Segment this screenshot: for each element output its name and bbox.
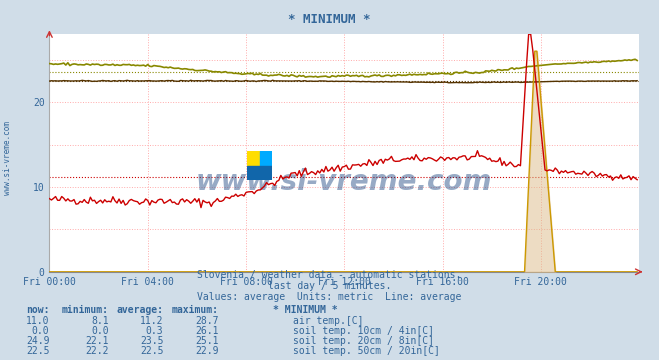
Text: 0.0: 0.0: [32, 326, 49, 336]
Text: www.si-vreme.com: www.si-vreme.com: [196, 167, 492, 195]
Text: 22.9: 22.9: [195, 346, 219, 356]
Text: 0.0: 0.0: [91, 326, 109, 336]
Text: 0.3: 0.3: [146, 326, 163, 336]
Bar: [247, 151, 260, 166]
Text: 22.2: 22.2: [85, 346, 109, 356]
Text: maximum:: maximum:: [172, 305, 219, 315]
Bar: [247, 166, 272, 180]
Text: Values: average  Units: metric  Line: average: Values: average Units: metric Line: aver…: [197, 292, 462, 302]
Text: now:: now:: [26, 305, 49, 315]
Text: 25.1: 25.1: [195, 336, 219, 346]
Text: average:: average:: [117, 305, 163, 315]
Text: soil temp. 50cm / 20in[C]: soil temp. 50cm / 20in[C]: [293, 346, 440, 356]
Text: 11.0: 11.0: [26, 316, 49, 326]
Text: 22.1: 22.1: [85, 336, 109, 346]
Text: soil temp. 20cm / 8in[C]: soil temp. 20cm / 8in[C]: [293, 336, 434, 346]
Text: * MINIMUM *: * MINIMUM *: [288, 13, 371, 26]
Text: 26.1: 26.1: [195, 326, 219, 336]
Text: 8.1: 8.1: [91, 316, 109, 326]
Text: 22.5: 22.5: [26, 346, 49, 356]
Text: air temp.[C]: air temp.[C]: [293, 316, 364, 326]
Text: last day / 5 minutes.: last day / 5 minutes.: [268, 281, 391, 291]
Text: Slovenia / weather data - automatic stations.: Slovenia / weather data - automatic stat…: [197, 270, 462, 280]
Text: 11.2: 11.2: [140, 316, 163, 326]
Text: 24.9: 24.9: [26, 336, 49, 346]
Text: 22.5: 22.5: [140, 346, 163, 356]
Text: 23.5: 23.5: [140, 336, 163, 346]
Text: * MINIMUM *: * MINIMUM *: [273, 305, 338, 315]
Text: minimum:: minimum:: [62, 305, 109, 315]
Text: 28.7: 28.7: [195, 316, 219, 326]
Text: www.si-vreme.com: www.si-vreme.com: [3, 121, 13, 195]
Text: soil temp. 10cm / 4in[C]: soil temp. 10cm / 4in[C]: [293, 326, 434, 336]
Bar: [260, 151, 272, 166]
